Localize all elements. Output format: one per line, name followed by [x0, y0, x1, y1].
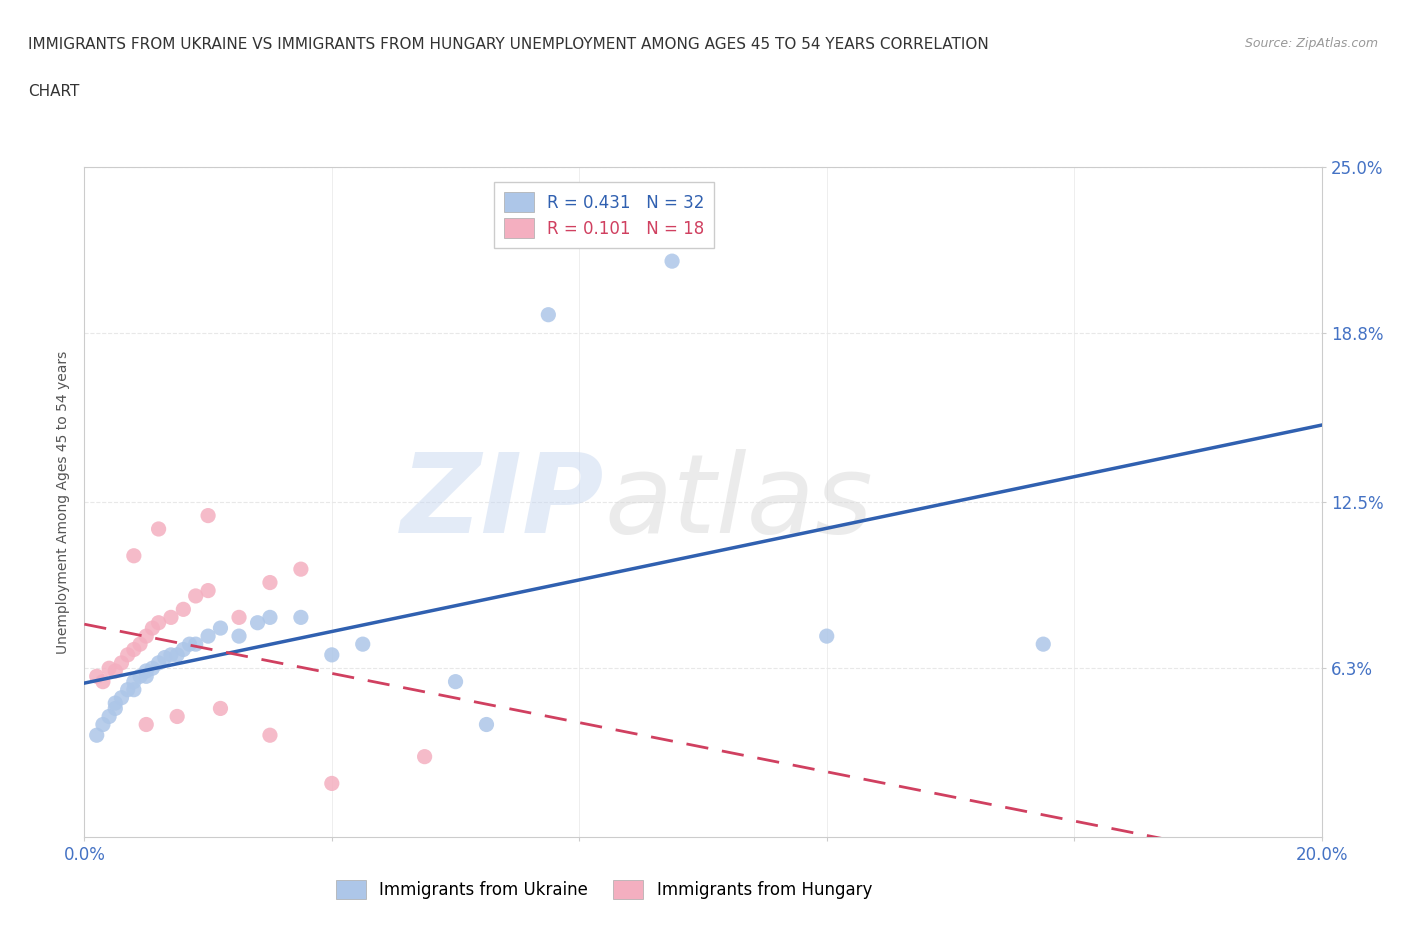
- Point: [290, 562, 312, 577]
- Point: [129, 669, 152, 684]
- Y-axis label: Unemployment Among Ages 45 to 54 years: Unemployment Among Ages 45 to 54 years: [56, 351, 70, 654]
- Point: [172, 642, 194, 657]
- Point: [110, 690, 132, 705]
- Point: [141, 661, 163, 676]
- Text: atlas: atlas: [605, 448, 873, 556]
- Point: [135, 629, 157, 644]
- Point: [209, 620, 232, 635]
- Point: [148, 522, 170, 537]
- Point: [148, 616, 170, 631]
- Point: [122, 549, 145, 564]
- Point: [166, 647, 188, 662]
- Point: [98, 709, 121, 724]
- Point: [321, 776, 343, 790]
- Point: [160, 647, 183, 662]
- Point: [98, 661, 121, 676]
- Point: [179, 637, 201, 652]
- Point: [537, 307, 560, 322]
- Point: [91, 674, 114, 689]
- Point: [122, 674, 145, 689]
- Point: [259, 610, 281, 625]
- Point: [184, 637, 207, 652]
- Point: [197, 583, 219, 598]
- Point: [475, 717, 498, 732]
- Point: [259, 575, 281, 590]
- Legend: Immigrants from Ukraine, Immigrants from Hungary: Immigrants from Ukraine, Immigrants from…: [326, 870, 882, 909]
- Point: [86, 728, 108, 743]
- Point: [197, 508, 219, 523]
- Point: [1032, 637, 1054, 652]
- Point: [352, 637, 374, 652]
- Point: [160, 610, 183, 625]
- Point: [135, 663, 157, 678]
- Point: [104, 663, 127, 678]
- Point: [117, 683, 139, 698]
- Point: [197, 629, 219, 644]
- Point: [129, 637, 152, 652]
- Point: [290, 610, 312, 625]
- Point: [135, 669, 157, 684]
- Point: [228, 629, 250, 644]
- Point: [259, 728, 281, 743]
- Point: [148, 656, 170, 671]
- Point: [413, 750, 436, 764]
- Point: [104, 696, 127, 711]
- Point: [141, 620, 163, 635]
- Point: [135, 717, 157, 732]
- Text: Source: ZipAtlas.com: Source: ZipAtlas.com: [1244, 37, 1378, 50]
- Point: [122, 642, 145, 657]
- Text: ZIP: ZIP: [401, 448, 605, 556]
- Point: [209, 701, 232, 716]
- Point: [228, 610, 250, 625]
- Point: [104, 701, 127, 716]
- Point: [444, 674, 467, 689]
- Point: [91, 717, 114, 732]
- Text: CHART: CHART: [28, 84, 80, 99]
- Point: [117, 647, 139, 662]
- Text: IMMIGRANTS FROM UKRAINE VS IMMIGRANTS FROM HUNGARY UNEMPLOYMENT AMONG AGES 45 TO: IMMIGRANTS FROM UKRAINE VS IMMIGRANTS FR…: [28, 37, 988, 52]
- Point: [122, 683, 145, 698]
- Point: [166, 709, 188, 724]
- Point: [110, 656, 132, 671]
- Point: [815, 629, 838, 644]
- Point: [153, 650, 176, 665]
- Point: [184, 589, 207, 604]
- Point: [172, 602, 194, 617]
- Point: [661, 254, 683, 269]
- Point: [86, 669, 108, 684]
- Point: [321, 647, 343, 662]
- Point: [246, 616, 269, 631]
